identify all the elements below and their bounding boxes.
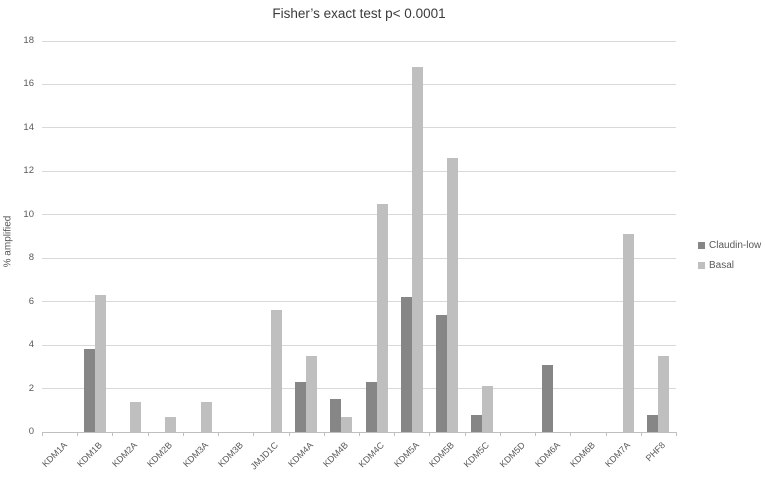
bar-basal-kdm3a	[200, 401, 212, 432]
x-tick-mark	[676, 432, 677, 436]
y-tick-label: 8	[28, 252, 34, 264]
y-tick-label: 18	[23, 35, 34, 46]
y-tick-label: 4	[28, 339, 34, 351]
gridline	[42, 388, 676, 390]
x-tick-mark	[535, 432, 537, 436]
gridline	[42, 214, 676, 216]
gridline	[42, 127, 676, 129]
y-tick-label: 14	[23, 121, 34, 133]
x-tick-mark	[640, 432, 642, 436]
gridline	[42, 344, 676, 346]
gridline	[42, 40, 676, 42]
bar-claudin-low-phf8	[647, 414, 659, 432]
legend-label: Claudin-low	[709, 240, 762, 251]
x-tick-mark	[288, 432, 290, 436]
x-tick-mark	[147, 432, 149, 436]
legend-item: Claudin-low	[698, 240, 761, 251]
bar-basal-kdm5c	[482, 386, 494, 432]
legend-swatch-icon	[698, 242, 705, 249]
y-tick-label: 12	[23, 165, 34, 177]
x-tick-mark	[253, 432, 255, 436]
bar-basal-kdm1b	[94, 295, 106, 432]
bar-claudin-low-kdm5b	[436, 314, 448, 432]
x-tick-mark	[605, 432, 607, 436]
x-tick-mark	[323, 432, 325, 436]
x-tick-mark	[394, 432, 396, 436]
legend-swatch-icon	[698, 262, 705, 269]
y-tick-label: 10	[23, 208, 34, 220]
bar-claudin-low-kdm5c	[471, 414, 483, 432]
legend: Claudin-low Basal	[698, 240, 761, 280]
y-tick-label: 0	[28, 426, 34, 437]
x-tick-mark	[570, 432, 572, 436]
gridline	[42, 301, 676, 303]
legend-item: Basal	[698, 260, 761, 271]
gridline	[42, 83, 676, 85]
y-tick-label: 2	[28, 382, 34, 394]
bar-claudin-low-kdm4c	[365, 382, 377, 432]
bar-basal-kdm7a	[623, 234, 635, 432]
y-tick-label: 16	[23, 78, 34, 90]
x-tick-mark	[464, 432, 466, 436]
bar-basal-jmjd1c	[270, 310, 282, 432]
x-tick-mark	[77, 432, 79, 436]
x-tick-mark	[112, 432, 114, 436]
bar-basal-kdm5a	[411, 67, 423, 432]
gridline	[42, 170, 676, 172]
bar-basal-kdm4b	[341, 416, 353, 432]
bar-claudin-low-kdm4a	[295, 382, 307, 432]
x-category-label: KDM1A	[39, 440, 69, 470]
chart-title: Fisher’s exact test p< 0.0001	[272, 6, 446, 21]
bar-claudin-low-kdm4b	[330, 399, 342, 432]
bar-basal-kdm5b	[447, 158, 459, 432]
x-tick-mark	[42, 432, 43, 436]
bar-basal-kdm4c	[376, 203, 388, 432]
gridline	[42, 257, 676, 259]
bar-claudin-low-kdm5a	[400, 297, 412, 432]
x-tick-mark	[359, 432, 360, 436]
plot-area	[42, 40, 676, 433]
y-tick-label: 6	[28, 295, 34, 307]
x-tick-mark	[429, 432, 431, 436]
bar-basal-kdm2a	[130, 401, 142, 432]
bar-basal-kdm2b	[165, 416, 177, 432]
bar-claudin-low-kdm6a	[541, 364, 553, 432]
x-tick-mark	[182, 432, 184, 436]
bar-claudin-low-kdm1b	[83, 349, 95, 432]
bar-basal-phf8	[658, 355, 670, 432]
x-tick-mark	[499, 432, 501, 436]
legend-label: Basal	[709, 260, 735, 271]
bar-basal-kdm4a	[306, 355, 318, 432]
x-tick-mark	[218, 432, 220, 436]
